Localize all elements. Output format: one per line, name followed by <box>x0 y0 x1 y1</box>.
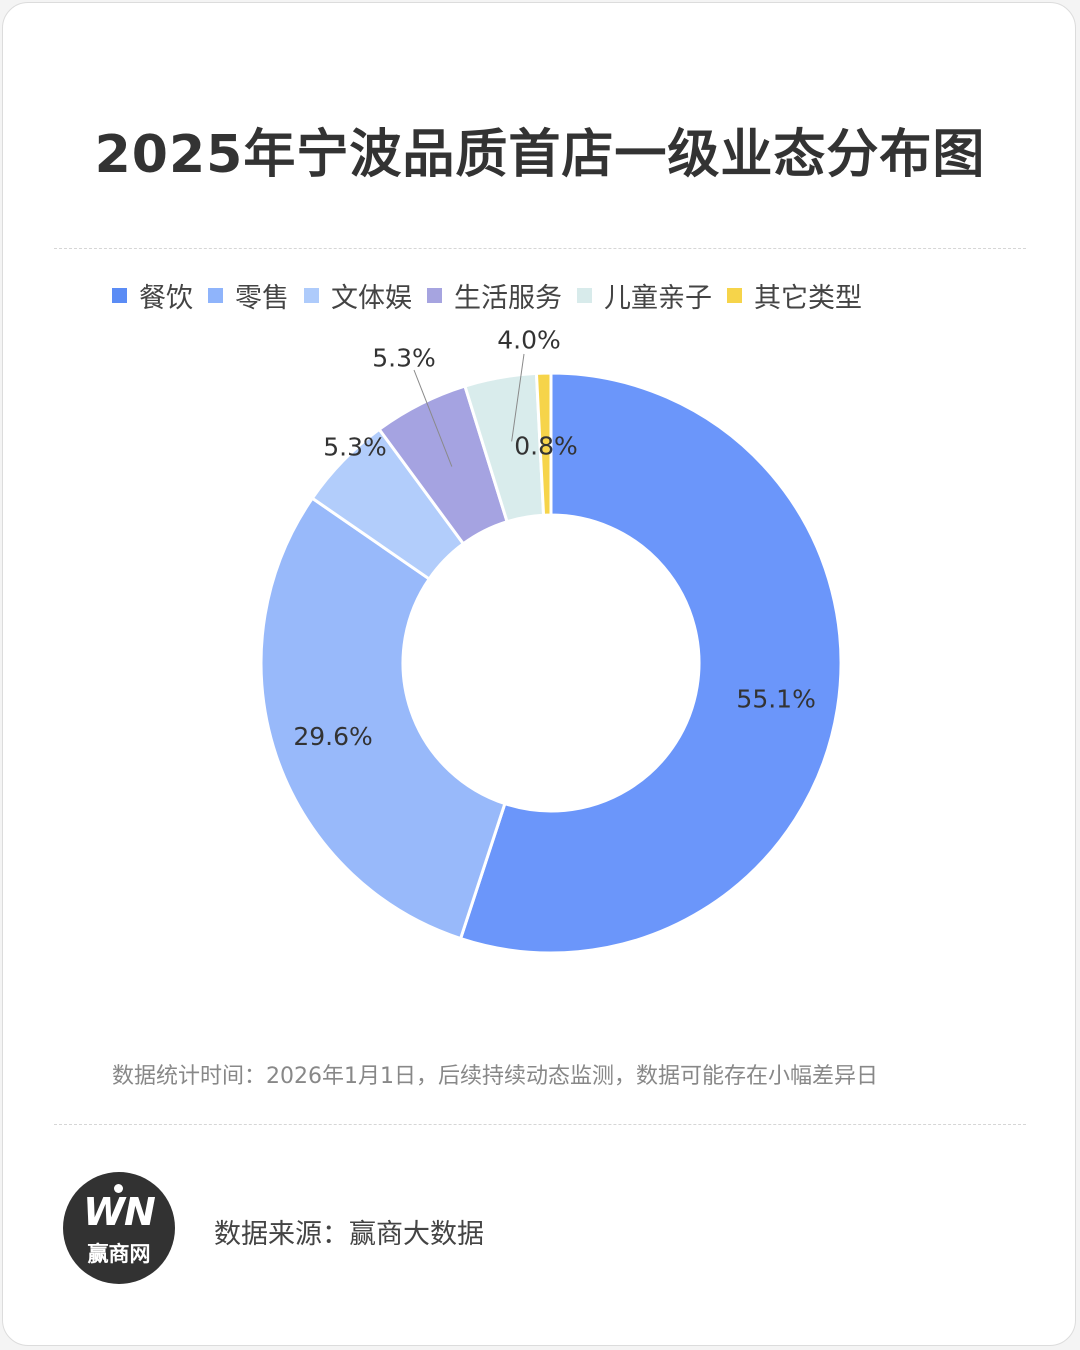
data-label-6: 0.8% <box>514 432 578 461</box>
data-label-2: 29.6% <box>293 722 372 751</box>
chart-title: 2025年宁波品质首店一级业态分布图 <box>94 125 986 185</box>
legend-label: 生活服务 <box>454 283 562 314</box>
leader-line-4 <box>413 369 453 467</box>
legend-label: 儿童亲子 <box>604 283 712 314</box>
data-label-3: 5.3% <box>323 433 387 462</box>
legend-swatch <box>112 288 127 303</box>
bottom-divider <box>54 1124 1026 1125</box>
brand-logo: WN 赢商网 <box>63 1172 175 1284</box>
legend-item: 其它类型 <box>727 276 862 315</box>
legend-item: 文体娱 <box>304 276 412 315</box>
legend-item: 儿童亲子 <box>577 276 712 315</box>
data-label-1: 55.1% <box>736 684 815 713</box>
top-divider <box>54 248 1026 249</box>
legend-swatch <box>304 288 319 303</box>
legend-item: 餐饮 <box>112 276 193 315</box>
donut-slice-1 <box>458 371 843 955</box>
data-label-4: 5.3% <box>372 344 436 373</box>
legend-label: 其它类型 <box>754 283 862 314</box>
legend-label: 餐饮 <box>139 283 193 314</box>
legend-swatch <box>727 288 742 303</box>
donut-chart: 55.1% 29.6% 5.3% 5.3% 4.0% 0.8% <box>259 330 843 955</box>
legend-item: 生活服务 <box>427 276 562 315</box>
donut-slice-6 <box>534 371 553 517</box>
legend-label: 文体娱 <box>331 283 412 314</box>
legend-item: 零售 <box>208 276 289 315</box>
data-note: 数据统计时间：2026年1月1日，后续持续动态监测，数据可能存在小幅差异日 <box>112 1064 878 1089</box>
donut-slice-2 <box>259 496 507 941</box>
data-source: 数据来源：赢商大数据 <box>214 1219 484 1250</box>
legend-label: 零售 <box>235 283 289 314</box>
logo-text: 赢商网 <box>87 1242 151 1266</box>
data-label-5: 4.0% <box>497 330 561 355</box>
legend-swatch <box>577 288 592 303</box>
logo-mark: WN <box>83 1190 156 1234</box>
logo-dot-icon <box>114 1184 123 1193</box>
legend-swatch <box>427 288 442 303</box>
chart-legend: 餐饮 零售 文体娱 生活服务 儿童亲子 其它类型 <box>112 276 877 315</box>
leader-line-5 <box>511 353 525 442</box>
legend-swatch <box>208 288 223 303</box>
